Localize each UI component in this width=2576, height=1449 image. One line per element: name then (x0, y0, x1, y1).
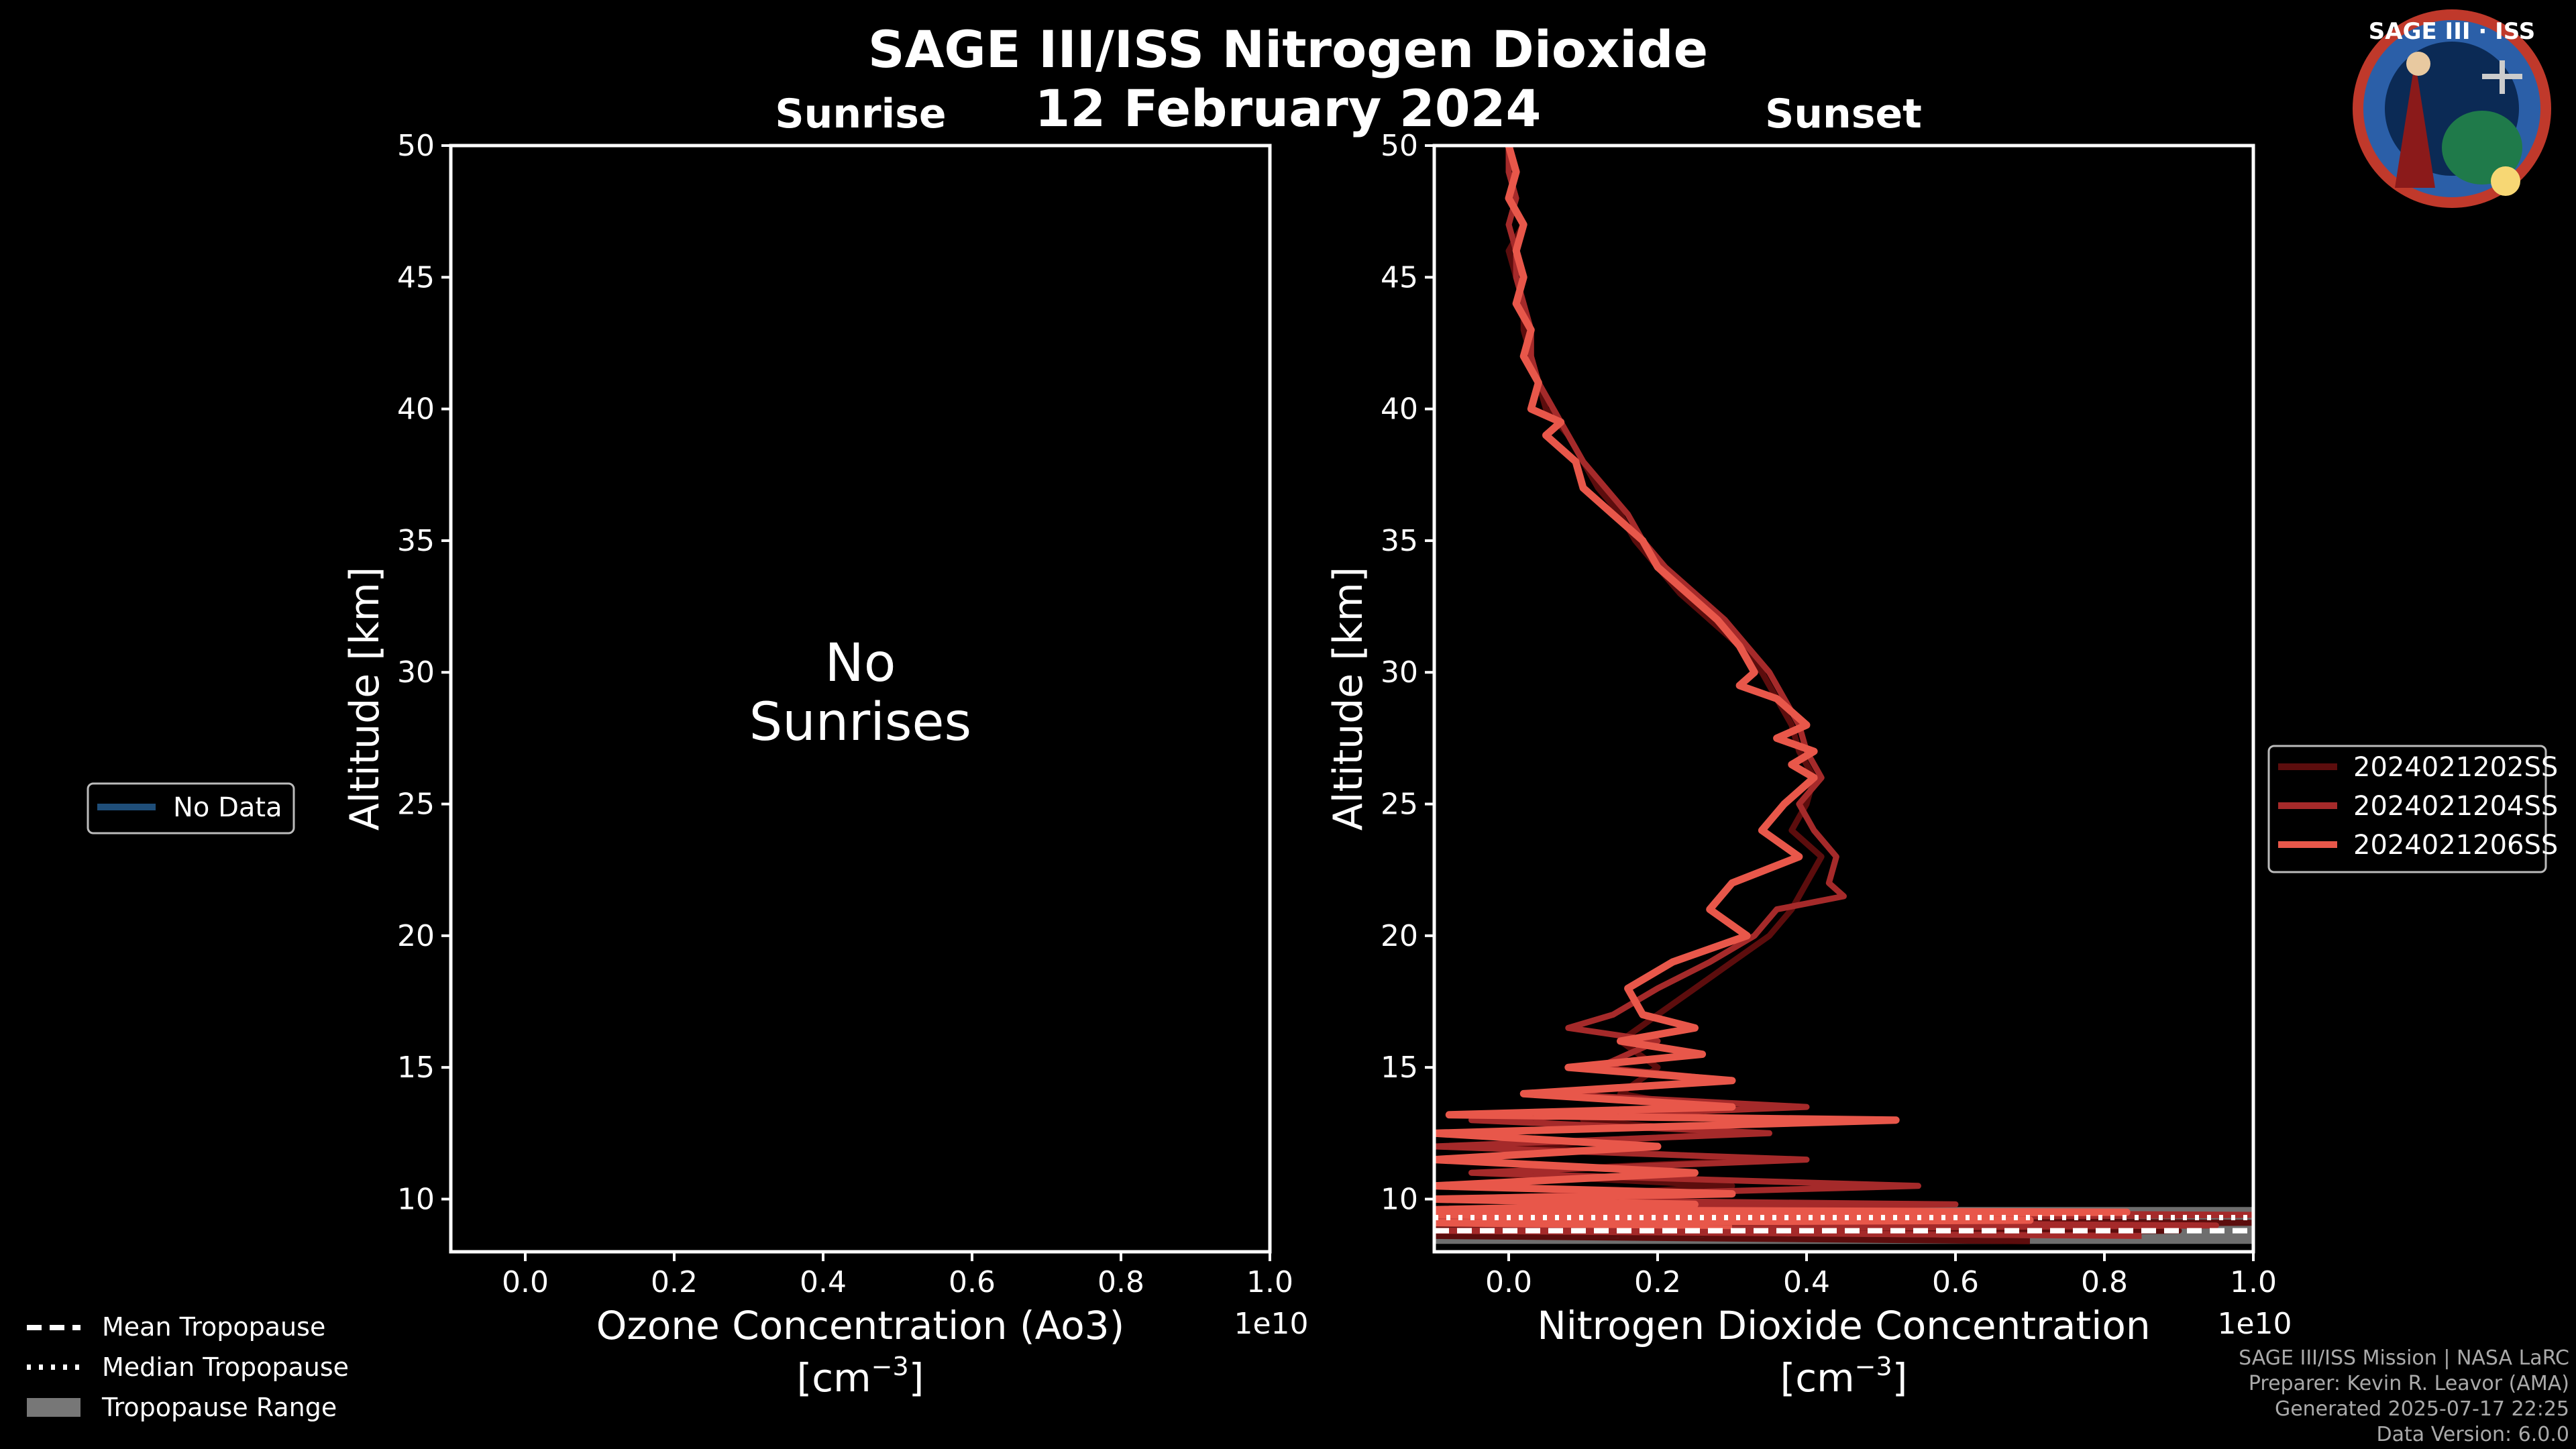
sunrise-legend: No Data (87, 782, 295, 835)
y-axis-label: Altitude [km] (341, 567, 388, 831)
series-line-2024021206SS (1434, 146, 2131, 1230)
axes-frame (1432, 144, 2255, 1254)
no-sunrises-message: Sunrises (749, 692, 971, 753)
y-tick-label: 30 (1381, 655, 1418, 690)
logo-text: SAGE III · ISS (2369, 18, 2535, 45)
y-tick-label: 45 (1381, 260, 1418, 294)
series-line-2024021204SS (1434, 146, 2253, 1239)
x-tick-label: 0.4 (800, 1265, 847, 1299)
x-tick-label: 0.8 (1097, 1265, 1144, 1299)
x-scale-label: 1e10 (2217, 1307, 2292, 1341)
sunset-panel: 0.0 0.2 0.4 0.6 0.8 1.0 10 15 20 25 30 35 40 45 50 1e10… (1325, 129, 2558, 1401)
legend-label-2024021206SS: 2024021206SS (2353, 830, 2558, 861)
figure-date: 12 February 2024 (1035, 78, 1542, 138)
plot-area (1434, 146, 2253, 1244)
x-tick-label: 0.0 (502, 1265, 549, 1299)
x-tick-label: 1.0 (1246, 1265, 1293, 1299)
x-tick-label: 0.2 (651, 1265, 698, 1299)
y-tick-label: 20 (1381, 919, 1418, 953)
median-tropopause-label: Median Tropopause (102, 1352, 349, 1382)
no-data-label: No Data (173, 792, 282, 823)
sunset-panel-title: Sunset (1765, 91, 1922, 138)
x-tick-label: 0.8 (2081, 1265, 2128, 1299)
x-scale-label: 1e10 (1234, 1307, 1308, 1341)
legend-label-2024021204SS: 2024021204SS (2353, 791, 2558, 822)
y-tick-label: 45 (397, 260, 435, 294)
figure-title: SAGE III/ISS Nitrogen Dioxide (868, 19, 1708, 79)
y-tick-label: 35 (1381, 524, 1418, 558)
y-tick-label: 25 (397, 788, 435, 822)
x-tick-label: 0.4 (1783, 1265, 1830, 1299)
y-tick-label: 40 (397, 392, 435, 427)
footer-line-3: Generated 2025-07-17 22:25 (2275, 1397, 2569, 1421)
y-tick-label: 30 (397, 655, 435, 690)
y-tick-label: 40 (1381, 392, 1418, 427)
sunrise-panel-title: Sunrise (775, 91, 946, 138)
footer-line-1: SAGE III/ISS Mission | NASA LaRC (2239, 1346, 2569, 1370)
sage-iii-iss-mission-patch-icon: SAGE III · ISS (2353, 9, 2551, 208)
tropopause-range-label: Tropopause Range (101, 1393, 337, 1422)
y-tick-label: 15 (397, 1051, 435, 1085)
y-tick-label: 35 (397, 524, 435, 558)
sunset-legend: 2024021202SS 2024021204SS 2024021206SS (2267, 745, 2558, 873)
x-axis-unit: [cm−3] (1780, 1352, 1908, 1401)
x-axis-unit: [cm−3] (797, 1352, 924, 1401)
y-tick-label: 20 (397, 919, 435, 953)
y-tick-label: 10 (397, 1182, 435, 1216)
no-sunrises-message: No (824, 633, 896, 694)
x-tick-label: 0.0 (1485, 1265, 1532, 1299)
x-axis-label: Nitrogen Dioxide Concentration (1537, 1303, 2150, 1348)
x-tick-label: 0.6 (949, 1265, 996, 1299)
x-axis-label: Ozone Concentration (Ao3) (596, 1303, 1125, 1348)
tropopause-legend: Mean Tropopause Median Tropopause Tropop… (27, 1312, 349, 1422)
footer: SAGE III/ISS Mission | NASA LaRC Prepare… (2239, 1346, 2569, 1446)
axes-frame (449, 144, 1272, 1254)
x-tick-label: 0.2 (1634, 1265, 1681, 1299)
y-tick-label: 25 (1381, 788, 1418, 822)
tropopause-range-swatch (27, 1398, 80, 1417)
series-line-2024021202SS (1434, 146, 2253, 1244)
y-tick-label: 10 (1381, 1182, 1418, 1216)
sunrise-panel: 0.0 0.2 0.4 0.6 0.8 1.0 10 15 20 25 30 35 40 45 50 1e10… (87, 129, 1309, 1401)
x-tick-label: 1.0 (2230, 1265, 2277, 1299)
x-tick-label: 0.6 (1932, 1265, 1979, 1299)
y-tick-label: 50 (397, 129, 435, 163)
y-axis-label: Altitude [km] (1325, 567, 1372, 831)
mean-tropopause-label: Mean Tropopause (102, 1312, 325, 1342)
y-tick-label: 50 (1381, 129, 1418, 163)
legend-label-2024021202SS: 2024021202SS (2353, 752, 2558, 783)
footer-line-4: Data Version: 6.0.0 (2377, 1423, 2569, 1446)
footer-line-2: Preparer: Kevin R. Leavor (AMA) (2249, 1372, 2569, 1395)
y-tick-label: 15 (1381, 1051, 1418, 1085)
